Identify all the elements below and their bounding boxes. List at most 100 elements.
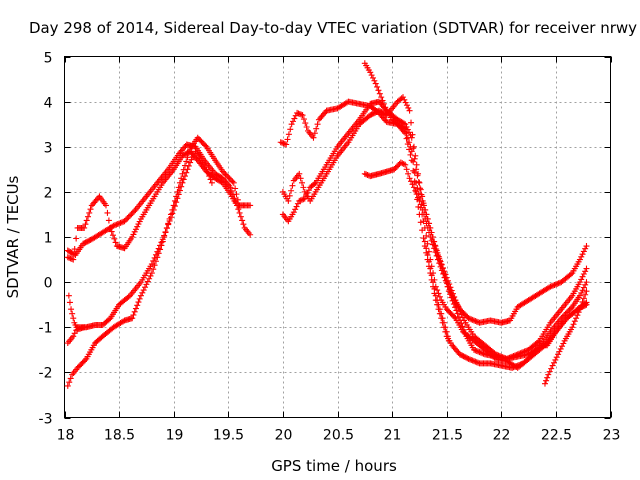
data-point-marker [393,163,400,170]
data-point-marker [280,140,287,147]
data-point-marker [134,223,141,230]
data-point-marker [222,171,229,178]
data-point-marker [66,299,73,306]
data-point-marker [400,94,407,101]
x-tick-label: 18 [57,428,75,444]
data-point-marker [290,118,297,125]
data-point-marker [410,184,417,191]
data-point-marker [367,69,374,76]
data-point-marker [567,271,574,278]
data-point-marker [491,354,498,361]
data-point-marker [157,246,164,253]
data-point-marker [400,120,407,127]
data-point-marker [68,255,75,262]
data-point-marker [297,197,304,204]
data-point-marker [580,271,587,278]
data-point-marker [561,312,568,319]
data-point-marker [452,304,459,311]
series-track-b3 [279,94,590,362]
data-point-marker [65,292,72,299]
data-point-marker [464,355,471,362]
data-point-marker [236,209,243,216]
data-point-marker [376,90,383,97]
data-point-marker [403,123,410,130]
data-point-marker [108,228,115,235]
y-tick-label: 5 [44,51,53,67]
data-point-marker [129,234,136,240]
data-point-marker [142,284,149,291]
data-point-marker [64,382,71,389]
data-point-marker [583,288,590,295]
data-point-marker [409,131,416,138]
data-point-marker [151,262,158,269]
plot-frame [64,56,611,418]
data-point-marker [375,87,382,94]
data-point-marker [135,221,142,228]
data-point-marker [475,348,482,355]
data-point-marker [139,289,146,296]
data-point-marker [363,171,370,178]
data-point-marker [555,280,562,287]
data-point-marker [402,161,409,168]
data-point-marker [293,203,300,210]
data-point-marker [84,213,91,220]
data-point-marker [392,164,399,171]
x-tick-label: 21.5 [432,428,463,444]
data-point-marker [567,305,574,312]
data-point-marker [369,74,376,81]
data-point-marker [146,275,153,282]
data-point-marker [279,139,286,146]
data-point-marker [130,312,137,319]
data-point-marker [225,174,232,181]
data-point-marker [580,295,587,302]
y-tick-label: 0 [44,276,53,292]
data-point-marker [380,100,387,107]
data-point-marker [450,301,457,308]
data-point-marker [403,102,410,109]
data-point-marker [550,282,557,289]
data-point-marker [294,109,301,116]
data-point-marker [440,270,447,277]
data-point-marker [447,291,454,298]
data-point-marker [434,287,441,294]
data-point-marker [403,135,410,142]
series-track-a4 [64,134,243,389]
data-point-marker [70,315,77,322]
data-point-marker [436,306,443,313]
data-point-marker [425,258,432,265]
data-point-marker [81,324,88,331]
data-point-marker [444,283,451,290]
axis-ticks [64,56,612,419]
data-point-marker [477,349,484,356]
data-point-marker [469,316,476,323]
data-point-marker [423,245,430,252]
data-point-marker [421,224,428,231]
series-track-a2 [64,141,254,259]
data-point-marker [448,294,455,301]
data-point-marker [401,96,408,103]
data-point-marker [154,254,161,261]
data-point-marker [543,377,550,384]
data-point-marker [583,265,590,272]
data-point-marker [230,179,237,186]
data-point-marker [535,338,542,345]
data-point-marker [175,184,182,191]
data-point-marker [438,261,445,268]
data-point-marker [449,290,456,297]
data-point-marker [416,197,423,204]
data-point-marker [410,167,417,174]
data-point-marker [435,301,442,308]
data-point-marker [188,156,195,163]
axis-tick-labels: 18 18.5 19 19.5 20 20.5 21 21.5 22 22.5 23-3-2-101… [39,51,621,444]
data-markers [64,60,590,389]
y-tick-label: -1 [39,321,53,337]
data-point-marker [415,170,422,177]
data-point-marker [410,145,417,152]
data-point-marker [468,316,475,323]
data-point-marker [548,365,555,372]
x-tick-label: 22.5 [541,428,572,444]
data-point-marker [434,249,441,256]
data-point-marker [372,80,379,87]
data-point-marker [116,220,123,227]
data-point-marker [417,185,424,192]
